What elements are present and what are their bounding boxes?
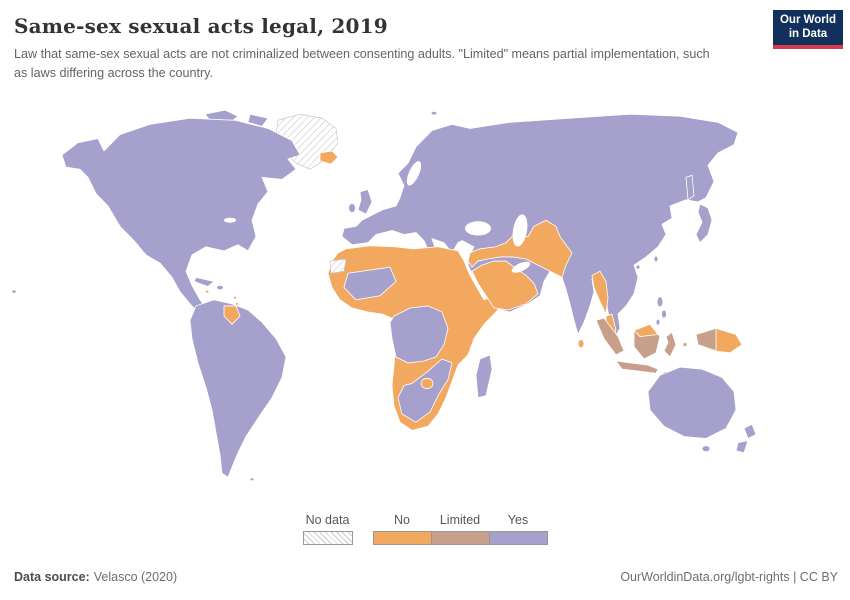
legend-no-data[interactable]: No data [302,513,353,545]
legend-no-label: No [394,513,410,527]
region-south-america[interactable] [189,299,287,478]
region-antilles-1[interactable] [233,295,237,300]
region-arctic-islands-2[interactable] [247,113,269,127]
region-sri-lanka[interactable] [577,339,585,349]
region-hainan[interactable] [635,264,641,270]
data-source-value: Velasco (2020) [93,570,178,584]
region-hawaii[interactable] [11,289,17,294]
legend-strip: No Limited Yes [372,513,548,545]
region-svalbard[interactable] [430,110,438,116]
region-sulawesi[interactable] [663,331,677,358]
chart-header: Same-sex sexual acts legal, 2019 Law tha… [0,0,850,83]
region-arabia[interactable] [471,260,539,311]
region-falklands[interactable] [249,477,255,482]
region-japan[interactable] [695,203,713,244]
region-madagascar[interactable] [475,354,493,399]
world-map [0,106,850,514]
region-sakhalin[interactable] [685,174,695,201]
region-java[interactable] [615,360,659,374]
region-antilles-2[interactable] [235,301,239,306]
region-ireland[interactable] [348,203,356,213]
region-sumatra[interactable] [595,317,625,356]
caspian-sea [512,214,528,247]
legend-item-no[interactable]: No [372,513,432,545]
great-lakes [224,217,236,223]
region-cuba[interactable] [193,276,215,288]
owid-logo[interactable]: Our World in Data [773,10,843,49]
region-western-sahara[interactable] [329,258,347,274]
region-malaysia-borneo[interactable] [633,323,659,337]
credit-link[interactable]: OurWorldinData.org/lgbt-rights | CC BY [620,570,838,584]
region-new-zealand-south[interactable] [735,440,749,454]
region-philippines-2[interactable] [661,309,667,319]
legend-no-data-label: No data [305,513,350,527]
region-jamaica[interactable] [204,289,210,294]
chart-subtitle: Law that same-sex sexual acts are not cr… [14,47,710,80]
legend-item-limited[interactable]: Limited [430,513,490,545]
no-data-swatch [302,531,353,545]
region-iceland[interactable] [319,150,339,165]
region-central-africa-legal[interactable] [389,305,449,364]
baltic-sea [406,161,422,186]
page-title: Same-sex sexual acts legal, 2019 [14,14,388,38]
legend-yes-label: Yes [507,513,529,527]
region-united-kingdom[interactable] [357,189,373,215]
region-australia[interactable] [647,366,737,439]
region-philippines-1[interactable] [656,296,664,308]
region-west-africa-legal[interactable] [343,266,397,301]
owid-logo-text: Our World in Data [779,13,836,40]
limited-swatch [430,531,490,545]
region-guyana[interactable] [223,305,241,325]
region-moluccas[interactable] [682,342,688,348]
region-zimbabwe[interactable] [420,377,434,389]
region-hispaniola[interactable] [216,284,224,291]
legend-item-yes[interactable]: Yes [488,513,548,545]
world-map-svg [11,109,757,482]
region-bangladesh-myanmar[interactable] [591,270,609,316]
region-southern-africa-legal[interactable] [397,358,453,423]
no-swatch [372,531,432,545]
legend-limited-label: Limited [439,513,481,527]
persian-gulf [511,261,531,273]
yes-swatch [488,531,548,545]
region-taiwan[interactable] [653,255,659,263]
region-north-america[interactable] [61,117,301,315]
region-new-zealand-north[interactable] [743,423,757,440]
region-west-papua[interactable] [695,327,717,352]
data-source-label: Data source: [14,570,90,584]
owid-logo-accent [773,45,843,49]
region-philippines-3[interactable] [655,318,661,326]
chart-footer: Data source: Velasco (2020) OurWorldinDat… [0,570,850,584]
region-tasmania[interactable] [701,445,711,453]
black-sea [465,221,491,236]
data-source: Data source: Velasco (2020) [14,570,177,584]
map-legend: No data No Limited Yes [0,513,850,545]
